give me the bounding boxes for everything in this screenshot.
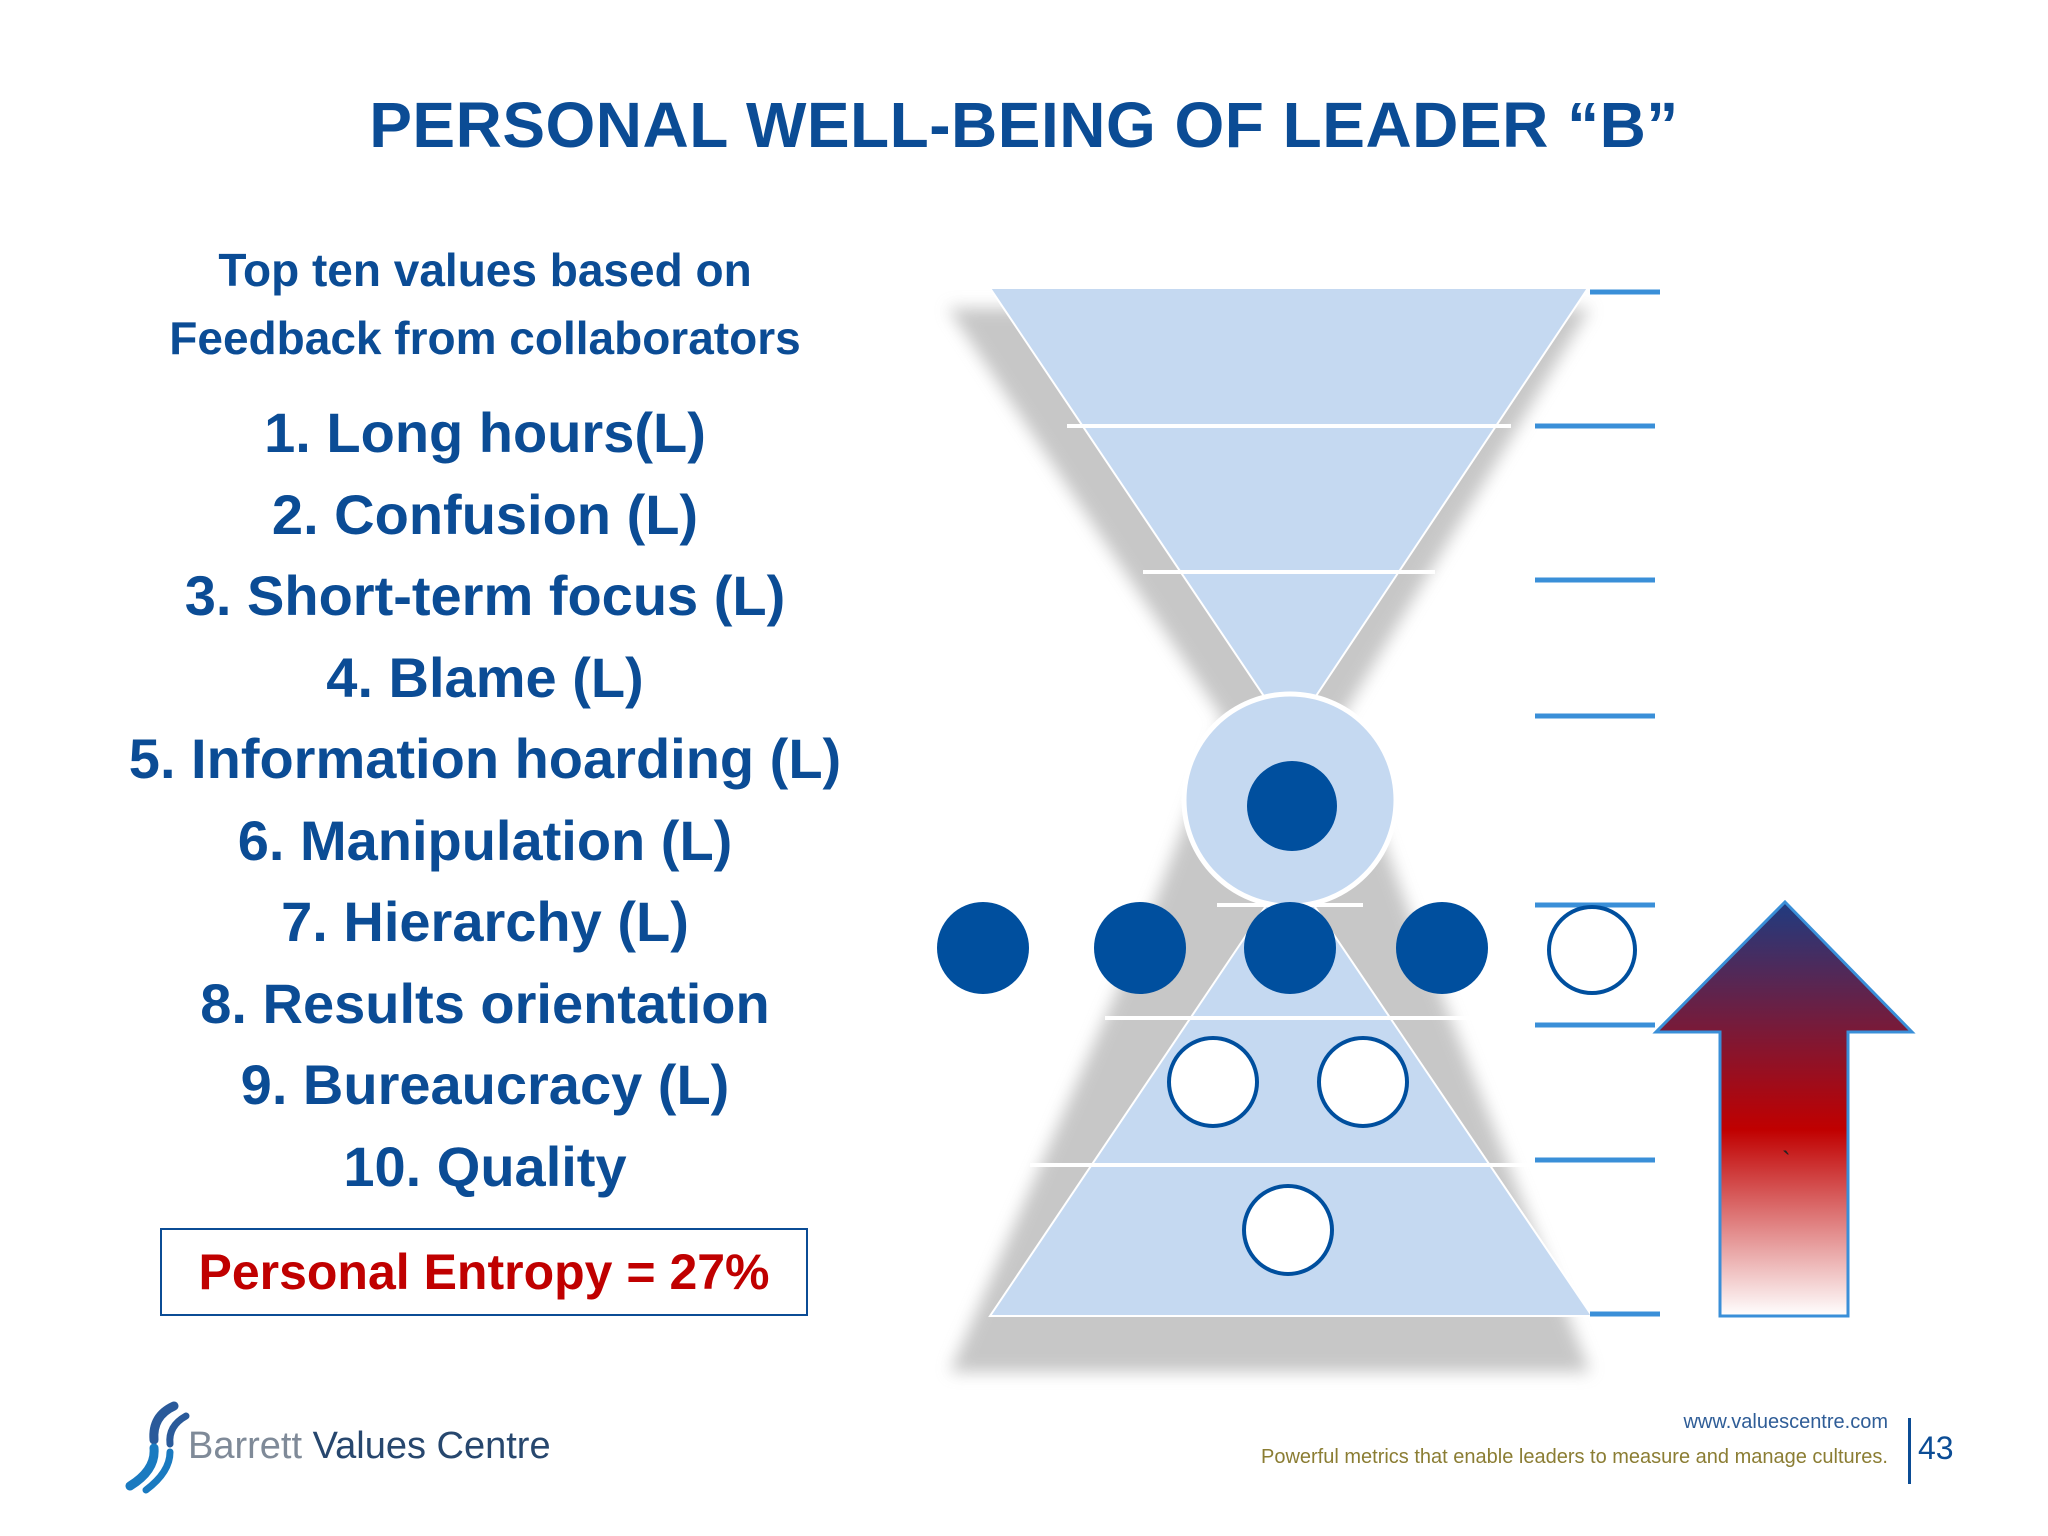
limiting-value-marker [1244,902,1336,994]
positive-value-marker [1547,905,1637,995]
limiting-markers [937,761,1488,994]
value-item: 1. Long hours(L) [264,401,706,464]
page-number: 43 [1918,1430,1954,1466]
value-item: 5. Information hoarding (L) [128,727,842,790]
value-item: 2. Confusion (L) [271,482,699,546]
page-title: PERSONAL WELL-BEING OF LEADER “B” [369,89,1679,161]
positive-value-marker [1167,1036,1259,1128]
value-item: 8. Results orientation [200,971,770,1035]
subtitle-line-2: Feedback from collaborators [169,312,801,364]
personal-entropy-box: Personal Entropy = 27% [160,1228,808,1316]
upper-triangle [988,287,1590,737]
level-ticks [1535,289,1660,1317]
value-item: 3. Short-term focus (L) [184,564,786,627]
logo-text: Barrett Values Centre [188,1425,551,1468]
limiting-value-marker [1396,902,1488,994]
positive-markers [1167,905,1637,1276]
value-item: 10. Quality [343,1134,627,1198]
personal-entropy-label: Personal Entropy = 27% [198,1244,770,1300]
logo-word-values-centre: Values Centre [312,1425,551,1467]
logo-word-barrett: Barrett [188,1425,303,1467]
footer-tagline: Powerful metrics that enable leaders to … [1260,1446,1888,1468]
value-item: 6. Manipulation (L) [237,808,733,872]
positive-value-marker [1242,1184,1334,1276]
value-item: 7. Hierarchy (L) [281,890,689,953]
page-number-separator [1908,1418,1911,1484]
subtitle-line-1: Top ten values based on [218,244,752,296]
lower-triangle [988,868,1594,1317]
barrett-logo-icon [125,1401,190,1494]
values-subtitle: Top ten values based on Feedback from co… [95,236,875,372]
value-item: 4. Blame (L) [326,645,644,709]
limiting-value-marker [1247,761,1337,851]
top-values-list: 1. Long hours(L) 2. Confusion (L) 3. Sho… [80,392,890,1207]
limiting-value-marker [1094,902,1186,994]
arrow-mark: ` [1782,1146,1791,1176]
footer-url[interactable]: www.valuescentre.com [1683,1411,1888,1433]
upward-arrow [1652,899,1916,1318]
value-item: 9. Bureaucracy (L) [240,1053,730,1116]
limiting-value-marker [937,902,1029,994]
positive-value-marker [1317,1036,1409,1128]
